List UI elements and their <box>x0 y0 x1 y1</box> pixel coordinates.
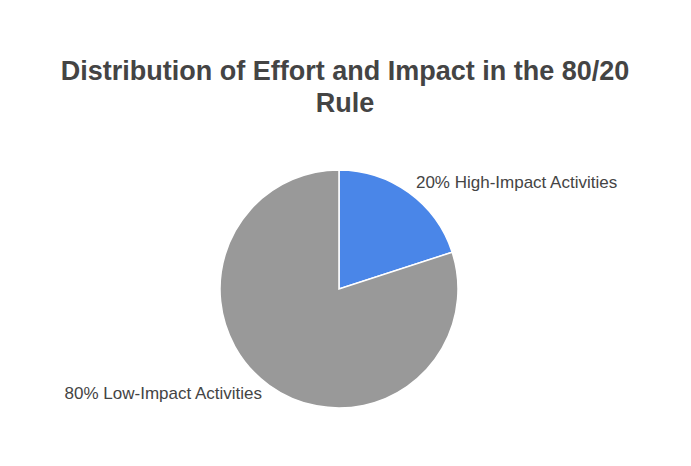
chart: Distribution of Effort and Impact in the… <box>0 0 691 466</box>
title: Distribution of Effort and Impact in the… <box>61 56 630 118</box>
slice-label: 80% Low-Impact Activities <box>65 384 262 403</box>
slice <box>220 170 458 408</box>
slice-label: 20% High-Impact Activities <box>416 173 617 192</box>
pie: 20% High-Impact Activities 80% Low-Impact… <box>65 170 618 408</box>
